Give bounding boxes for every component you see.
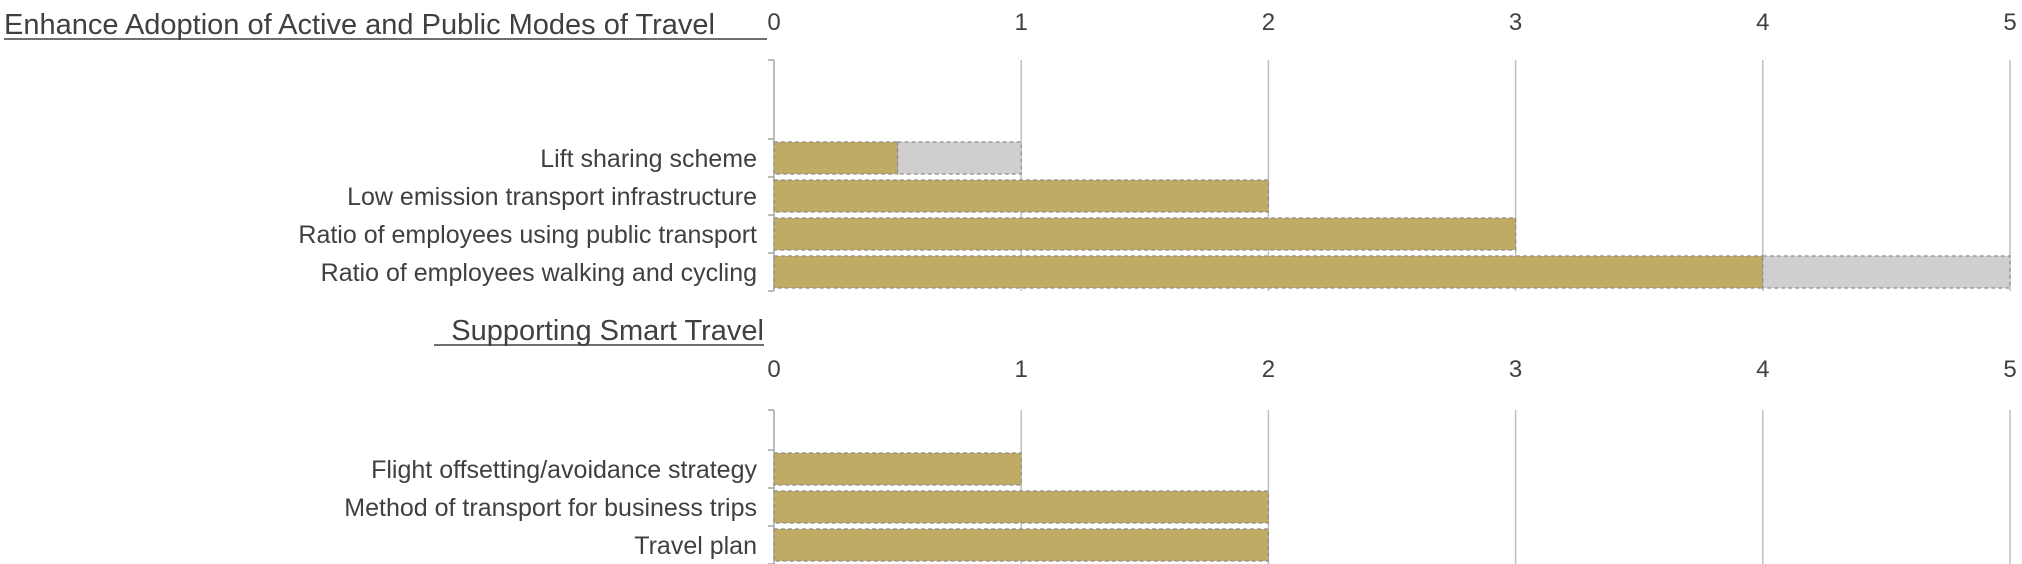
- bar-segment: [896, 141, 1022, 175]
- bar-segment: [1762, 255, 2011, 289]
- category-label: Method of transport for business trips: [344, 494, 757, 522]
- x-tick-label: 3: [1509, 9, 1522, 36]
- x-tick-label: 3: [1509, 356, 1522, 383]
- bar-segment: [773, 528, 1269, 562]
- bar-segment: [773, 255, 1764, 289]
- category-label: Ratio of employees walking and cycling: [321, 259, 757, 287]
- category-label: Travel plan: [634, 532, 757, 560]
- chart-panel-active-public-travel: Enhance Adoption of Active and Public Mo…: [4, 9, 2017, 292]
- bar-segment: [773, 179, 1269, 213]
- x-tick-label: 4: [1756, 356, 1769, 383]
- category-label: Ratio of employees using public transpor…: [298, 221, 757, 249]
- chart-title: Supporting Smart Travel: [451, 315, 764, 347]
- x-tick-label: 2: [1262, 9, 1275, 36]
- bar-segment: [773, 217, 1517, 251]
- x-tick-label: 0: [767, 9, 780, 36]
- x-tick-label: 1: [1015, 9, 1028, 36]
- x-tick-label: 1: [1015, 356, 1028, 383]
- chart-title: Enhance Adoption of Active and Public Mo…: [4, 9, 715, 41]
- category-label: Flight offsetting/avoidance strategy: [371, 456, 757, 484]
- category-label: Low emission transport infrastructure: [347, 183, 757, 211]
- bar-segment: [773, 141, 899, 175]
- x-tick-label: 2: [1262, 356, 1275, 383]
- x-tick-label: 5: [2003, 9, 2016, 36]
- x-tick-label: 5: [2003, 356, 2016, 383]
- bar-segment: [773, 452, 1022, 486]
- category-label: Lift sharing scheme: [540, 145, 757, 173]
- x-tick-label: 4: [1756, 9, 1769, 36]
- x-tick-label: 0: [767, 356, 780, 383]
- bar-segment: [773, 490, 1269, 524]
